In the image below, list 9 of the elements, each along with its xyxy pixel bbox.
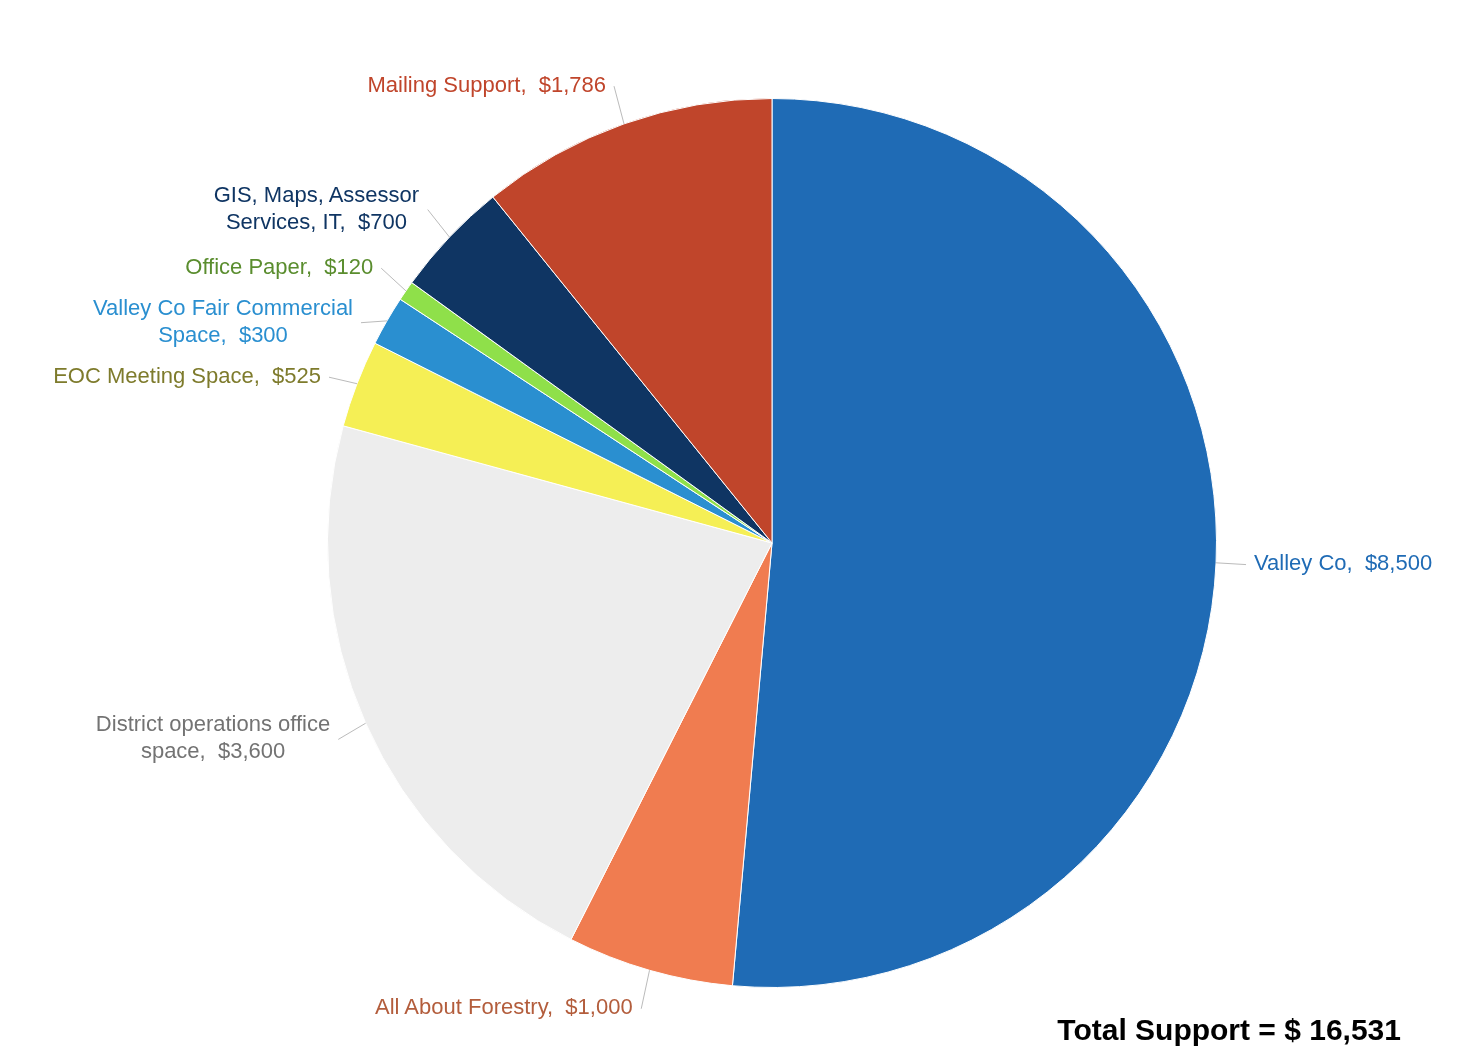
text: Total Support = $ 16,531: [1057, 1013, 1401, 1047]
slice-label: EOC Meeting Space, $525: [53, 362, 322, 388]
slice-label: Office Paper, $120: [185, 253, 374, 279]
slice-label: Mailing Support, $1,786: [367, 71, 607, 97]
slice-label: Valley Co Fair Commercial Space, $300: [93, 294, 353, 347]
slice-label: District operations office space, $3,600: [95, 711, 331, 764]
slice-label: GIS, Maps, Assessor Services, IT, $700: [213, 181, 420, 234]
slice-label: Valley Co, $8,500: [1254, 550, 1433, 576]
slice-label: All About Forestry, $1,000: [375, 994, 633, 1020]
